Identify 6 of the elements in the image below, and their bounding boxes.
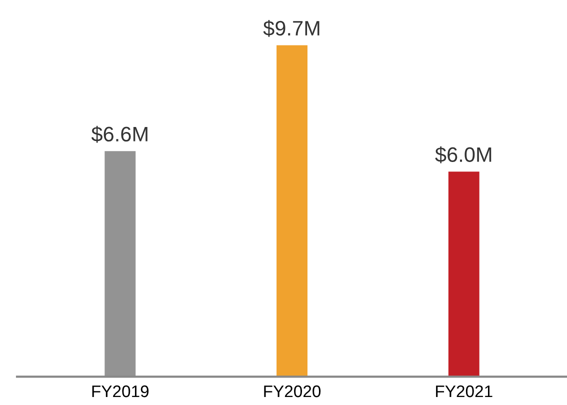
data-label: $6.6M	[91, 126, 148, 143]
data-label: $9.7M	[263, 20, 320, 37]
x-tick-label: FY2019	[92, 385, 149, 398]
data-label: $6.0M	[435, 146, 492, 164]
x-tick-label: FY2020	[264, 385, 321, 398]
x-tick-label: FY2021	[436, 385, 492, 398]
